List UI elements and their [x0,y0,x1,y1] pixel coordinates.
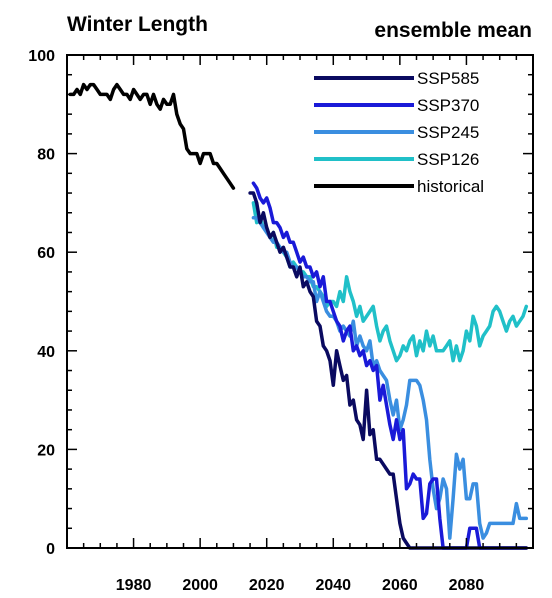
y-tick-label: 40 [37,344,55,361]
x-tick-label: 2040 [315,577,351,594]
x-tick-label: 2060 [382,577,418,594]
x-tick-label: 1980 [116,577,152,594]
y-tick-label: 20 [37,442,55,459]
y-tick-label: 100 [28,48,55,65]
x-tick-label: 2000 [182,577,218,594]
series-line-historical [68,82,236,190]
legend-label-ssp126: SSP126 [417,150,479,169]
y-tick-label: 0 [46,541,55,558]
y-tick-label: 80 [37,147,55,164]
chart-title: Winter Length [67,13,208,36]
series-line-ssp370 [251,181,529,550]
y-tick-label: 60 [37,245,55,262]
series-line-ssp126 [251,201,529,363]
series-line-ssp585 [248,191,529,550]
legend-label-ssp370: SSP370 [417,96,479,115]
legend-label-ssp585: SSP585 [417,69,479,88]
chart-subtitle: ensemble mean [374,19,532,42]
x-tick-label: 2080 [449,577,485,594]
legend-label-ssp245: SSP245 [417,123,479,142]
x-tick-label: 2020 [249,577,285,594]
legend: SSP585 SSP370 SSP245 SSP126 historical [314,69,484,196]
legend-label-historical: historical [417,177,484,196]
